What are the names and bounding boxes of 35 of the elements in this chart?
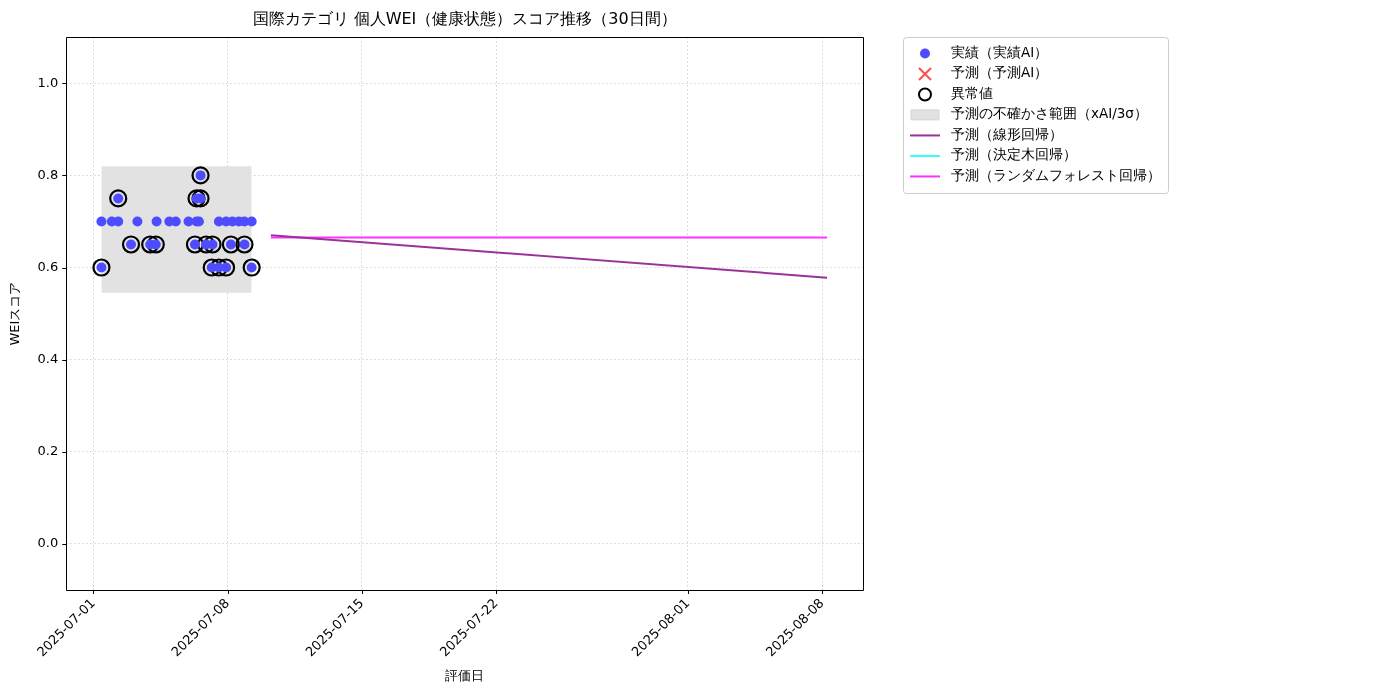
y-tick-label: 0.2 bbox=[37, 443, 59, 459]
point bbox=[141, 235, 160, 254]
legend-label: 異常値 bbox=[951, 84, 993, 101]
y-tick-label: 0.4 bbox=[37, 351, 59, 367]
y-tick-label: 0.0 bbox=[37, 535, 59, 551]
point bbox=[185, 235, 205, 254]
point bbox=[92, 258, 111, 277]
chart-title: 国際カテゴリ 個人WEI（健康状態）スコア推移（30日間） bbox=[252, 8, 677, 28]
point bbox=[121, 235, 141, 254]
point bbox=[151, 216, 162, 227]
legend-label: 予測（線形回帰） bbox=[951, 125, 1063, 142]
y-axis-title: WEIスコア bbox=[7, 281, 23, 346]
point bbox=[187, 189, 206, 208]
legend-label: 予測（ランダムフォレスト回帰） bbox=[951, 166, 1161, 183]
x-axis-title: 評価日 bbox=[445, 667, 485, 683]
point bbox=[202, 258, 221, 277]
legend-label: 予測（決定木回帰） bbox=[951, 146, 1077, 163]
point bbox=[191, 189, 210, 208]
point bbox=[221, 235, 240, 254]
y-tick-label: 0.6 bbox=[37, 258, 59, 274]
point bbox=[197, 235, 216, 254]
legend-label: 予測の不確かさ範囲（xAI/3σ） bbox=[951, 105, 1148, 122]
y-tick-label: 1.0 bbox=[37, 74, 59, 90]
point bbox=[191, 166, 210, 185]
point bbox=[96, 216, 107, 227]
point bbox=[109, 189, 128, 208]
point bbox=[235, 235, 254, 254]
point bbox=[217, 258, 236, 277]
point bbox=[242, 258, 261, 277]
point bbox=[203, 235, 222, 254]
legend-label: 予測（予測AI） bbox=[951, 64, 1049, 81]
point bbox=[146, 235, 165, 254]
legend-label: 実績（実績AI） bbox=[951, 43, 1049, 60]
y-tick-label: 0.8 bbox=[37, 166, 59, 182]
point bbox=[132, 216, 143, 227]
